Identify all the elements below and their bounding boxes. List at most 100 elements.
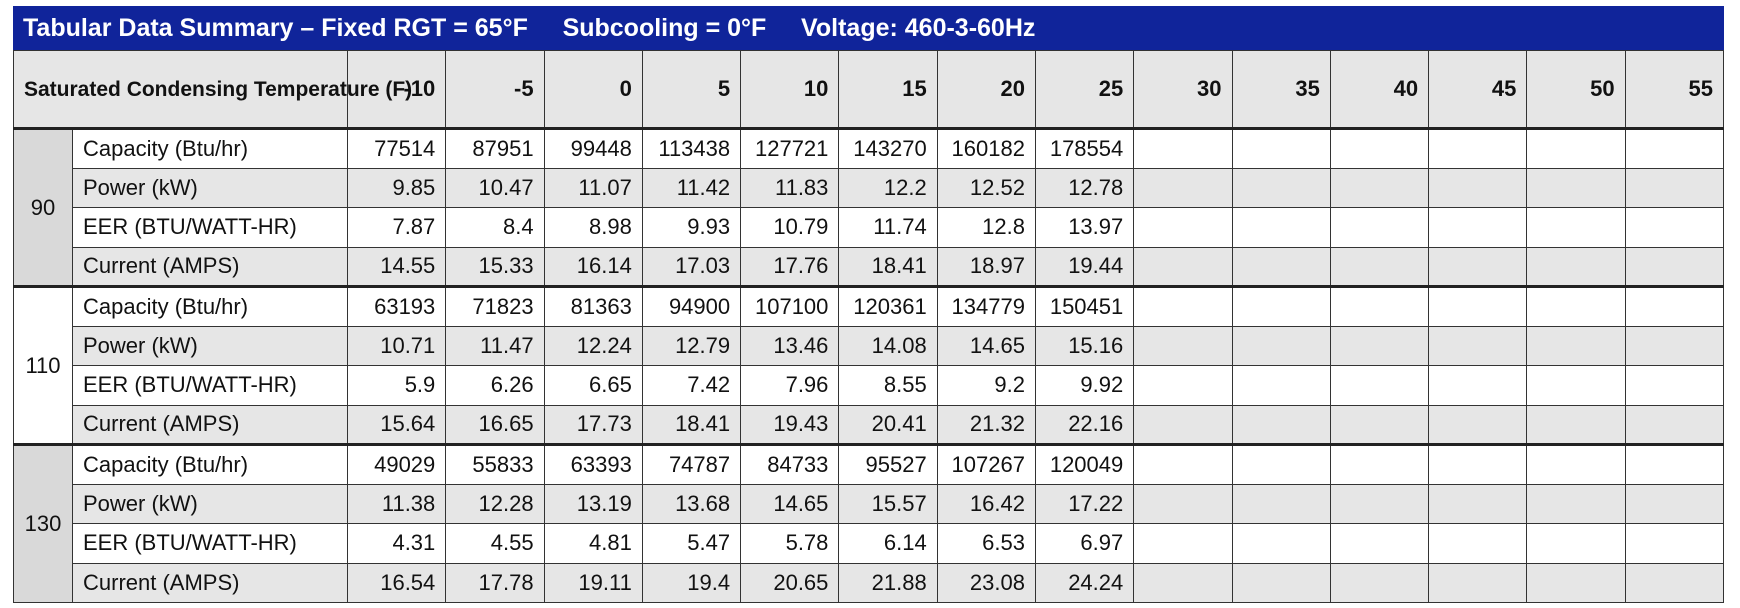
empty-cell — [1329, 404, 1430, 445]
empty-cell — [1624, 562, 1725, 603]
data-row: Current (AMPS) 16.54 17.78 19.11 19.4 20.65 21… — [14, 562, 1725, 603]
value-cell: 5.47 — [641, 523, 742, 564]
value-cell: 14.08 — [838, 325, 938, 366]
empty-cell — [1526, 443, 1626, 485]
value-cell: 20.41 — [838, 404, 938, 445]
empty-cell — [1231, 167, 1331, 208]
value-cell: 14.55 — [346, 246, 447, 287]
value-cell: 20.65 — [740, 562, 840, 603]
value-cell: 12.52 — [936, 167, 1036, 208]
empty-cell — [1133, 325, 1233, 366]
column-header: 40 — [1329, 50, 1430, 129]
data-row: 90 Capacity (Btu/hr) 77514 87951 99448 113438… — [13, 127, 1725, 287]
empty-cell — [1133, 562, 1233, 603]
empty-cell — [1329, 246, 1430, 287]
value-cell: 12.28 — [445, 483, 545, 524]
row-label: Capacity (Btu/hr) — [72, 443, 348, 485]
data-row: EER (BTU/WATT-HR) 4.31 4.55 4.81 5.47 5.78 6.1… — [14, 523, 1725, 564]
value-cell: 15.16 — [1034, 325, 1135, 366]
empty-cell — [1133, 246, 1233, 287]
empty-cell — [1428, 404, 1528, 445]
row-label: Current (AMPS) — [72, 246, 348, 287]
empty-cell — [1329, 207, 1430, 248]
value-cell: 7.87 — [346, 207, 447, 248]
column-header: 30 — [1133, 50, 1233, 129]
empty-cell — [1624, 167, 1725, 208]
empty-cell — [1526, 285, 1626, 327]
empty-cell — [1526, 404, 1626, 445]
value-cell: 178554 — [1034, 127, 1135, 169]
value-cell: 16.42 — [936, 483, 1036, 524]
row-label: Power (kW) — [72, 167, 348, 208]
column-header: 25 — [1034, 50, 1135, 129]
value-cell: 8.98 — [543, 207, 643, 248]
data-row: Power (kW) 9.85 10.47 11.07 11.42 11.83 12.2 12… — [14, 167, 1725, 208]
empty-cell — [1133, 127, 1233, 169]
value-cell: 4.81 — [543, 523, 643, 564]
column-header: -10 — [346, 50, 447, 129]
value-cell: 15.64 — [346, 404, 447, 445]
value-cell: 81363 — [543, 285, 643, 327]
empty-cell — [1624, 404, 1725, 445]
value-cell: 18.41 — [838, 246, 938, 287]
empty-cell — [1231, 325, 1331, 366]
value-cell: 6.14 — [838, 523, 938, 564]
row-label: Power (kW) — [72, 483, 348, 524]
value-cell: 4.55 — [445, 523, 545, 564]
data-row: 130 Capacity (Btu/hr) 49029 55833 63393 74787… — [13, 443, 1725, 603]
value-cell: 13.19 — [543, 483, 643, 524]
empty-cell — [1428, 365, 1528, 406]
column-header: 55 — [1624, 50, 1725, 129]
value-cell: 21.32 — [936, 404, 1036, 445]
value-cell: 11.83 — [740, 167, 840, 208]
empty-cell — [1329, 483, 1430, 524]
column-header: 45 — [1428, 50, 1528, 129]
empty-cell — [1231, 443, 1331, 485]
value-cell: 134779 — [936, 285, 1036, 327]
value-cell: 9.93 — [641, 207, 742, 248]
data-table: Saturated Condensing Temperature (F) -10-… — [13, 50, 1725, 603]
value-cell: 11.47 — [445, 325, 545, 366]
data-row: 110 Capacity (Btu/hr) 63193 71823 81363 94900… — [13, 285, 1725, 445]
value-cell: 160182 — [936, 127, 1036, 169]
value-cell: 18.97 — [936, 246, 1036, 287]
value-cell: 12.24 — [543, 325, 643, 366]
value-cell: 15.57 — [838, 483, 938, 524]
table-title: Tabular Data Summary – Fixed RGT = 65°F … — [13, 6, 1724, 50]
value-cell: 11.74 — [838, 207, 938, 248]
empty-cell — [1624, 483, 1725, 524]
data-row: Current (AMPS) 15.64 16.65 17.73 18.41 19.43 2… — [14, 404, 1725, 445]
value-cell: 6.65 — [543, 365, 643, 406]
empty-cell — [1329, 443, 1430, 485]
value-cell: 10.71 — [346, 325, 447, 366]
value-cell: 11.42 — [641, 167, 742, 208]
row-label: Power (kW) — [72, 325, 348, 366]
empty-cell — [1329, 325, 1430, 366]
value-cell: 120361 — [838, 285, 938, 327]
value-cell: 13.46 — [740, 325, 840, 366]
column-header: 20 — [936, 50, 1036, 129]
value-cell: 63193 — [346, 285, 447, 327]
empty-cell — [1133, 523, 1233, 564]
row-label: Current (AMPS) — [72, 404, 348, 445]
value-cell: 7.42 — [641, 365, 742, 406]
empty-cell — [1133, 167, 1233, 208]
empty-cell — [1526, 246, 1626, 287]
value-cell: 84733 — [740, 443, 840, 485]
value-cell: 63393 — [543, 443, 643, 485]
value-cell: 14.65 — [936, 325, 1036, 366]
value-cell: 24.24 — [1034, 562, 1135, 603]
empty-cell — [1231, 562, 1331, 603]
value-cell: 6.97 — [1034, 523, 1135, 564]
group-label: 110 — [13, 285, 73, 445]
empty-cell — [1428, 562, 1528, 603]
empty-cell — [1133, 365, 1233, 406]
value-cell: 5.78 — [740, 523, 840, 564]
column-header: 35 — [1231, 50, 1331, 129]
value-cell: 8.55 — [838, 365, 938, 406]
empty-cell — [1231, 483, 1331, 524]
value-cell: 17.73 — [543, 404, 643, 445]
empty-cell — [1133, 443, 1233, 485]
value-cell: 12.2 — [838, 167, 938, 208]
